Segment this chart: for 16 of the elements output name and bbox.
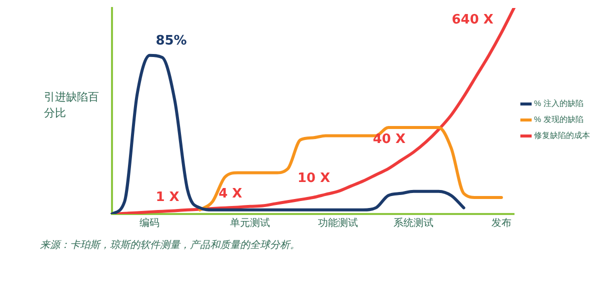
legend-label: 修复缺陷的成本 (534, 131, 590, 140)
annotation: 4 X (218, 186, 242, 202)
annotation: 640 X (452, 12, 494, 28)
x-tick-label: 系统测试 (394, 216, 434, 229)
source-note: 来源：卡珀斯，琼斯的软件测量，产品和质量的全球分析。 (40, 238, 300, 252)
x-tick-label: 功能测试 (318, 216, 358, 229)
annotation: 10 X (297, 171, 330, 186)
x-tick-label: 编码 (140, 216, 160, 229)
x-tick-label: 单元测试 (230, 216, 270, 229)
y-axis-title: 引进缺陷百分比 (44, 90, 99, 120)
annotation: 1 X (156, 190, 180, 205)
legend-label: % 注入的缺陷 (534, 99, 584, 108)
annotation: 85% (156, 33, 187, 48)
annotation: 40 X (372, 132, 406, 148)
x-tick-label: 发布 (491, 216, 512, 229)
legend-label: % 发现的缺陷 (534, 115, 584, 124)
